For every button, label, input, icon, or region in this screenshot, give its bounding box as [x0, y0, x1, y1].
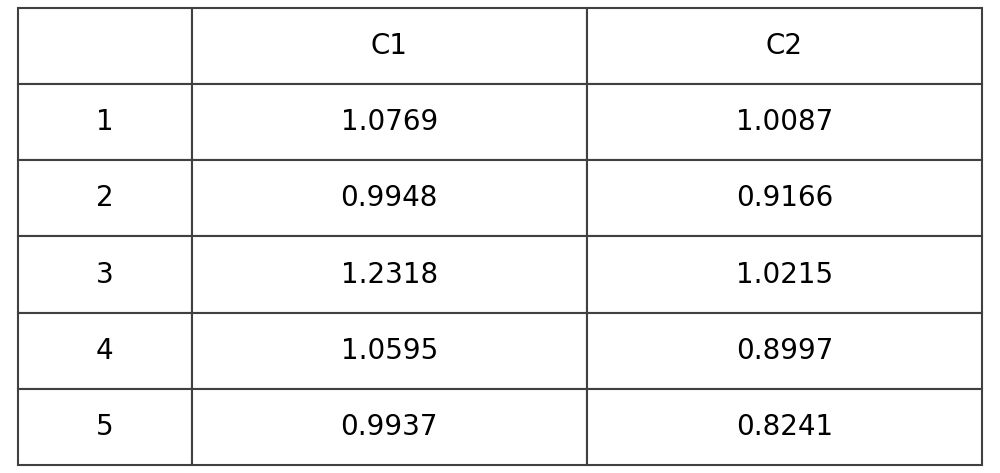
Bar [18, 160, 192, 236]
Bar [192, 313, 587, 389]
Bar [192, 84, 587, 160]
Bar [18, 236, 192, 313]
Text: 0.8997: 0.8997 [736, 337, 833, 365]
Text: C1: C1 [371, 32, 408, 60]
Text: 1.0769: 1.0769 [341, 108, 438, 136]
Text: 0.9166: 0.9166 [736, 184, 833, 212]
Bar [587, 84, 982, 160]
Text: 5: 5 [96, 413, 114, 441]
Bar [18, 8, 192, 84]
Text: C2: C2 [766, 32, 803, 60]
Bar [18, 389, 192, 465]
Text: 3: 3 [96, 261, 114, 289]
Text: 0.8241: 0.8241 [736, 413, 833, 441]
Bar [192, 236, 587, 313]
Text: 1: 1 [96, 108, 114, 136]
Text: 1.0087: 1.0087 [736, 108, 833, 136]
Text: 0.9937: 0.9937 [340, 413, 438, 441]
Bar [587, 160, 982, 236]
Bar [192, 389, 587, 465]
Bar [192, 8, 587, 84]
Text: 4: 4 [96, 337, 114, 365]
Bar [587, 236, 982, 313]
Text: 2: 2 [96, 184, 114, 212]
Bar [192, 160, 587, 236]
Text: 1.0595: 1.0595 [341, 337, 438, 365]
Bar [587, 389, 982, 465]
Text: 1.2318: 1.2318 [341, 261, 438, 289]
Bar [18, 313, 192, 389]
Bar [587, 313, 982, 389]
Bar [587, 8, 982, 84]
Bar [18, 84, 192, 160]
Text: 0.9948: 0.9948 [340, 184, 438, 212]
Text: 1.0215: 1.0215 [736, 261, 833, 289]
